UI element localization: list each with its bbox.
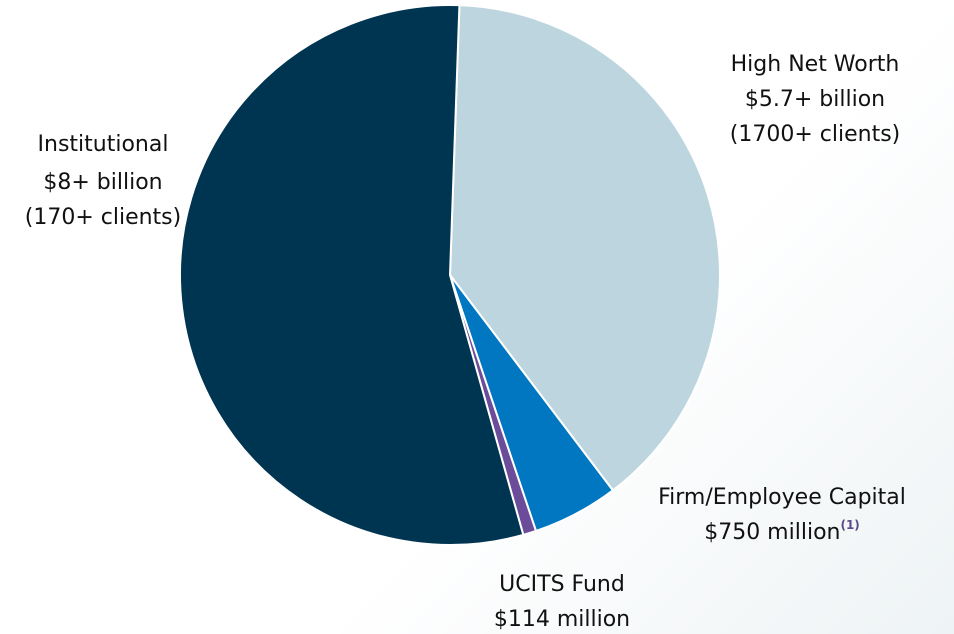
client-label: (170+ clients) [25,205,181,230]
value-label-group: $750 million(1) [704,518,860,546]
pie-slice [448,4,721,492]
value-label: $8+ billion [43,170,162,195]
pie-slice [179,4,525,546]
client-label: (1700+ clients) [730,122,900,147]
value-label: $750 million [704,520,840,545]
slice-label: UCITS Fund [499,572,625,597]
slice-label: Firm/Employee Capital [658,485,906,510]
value-label: $114 million [494,607,630,632]
slice-label: High Net Worth [731,52,900,77]
slices [179,4,721,546]
value-label: $5.7+ billion [745,87,885,112]
footnote-marker: (1) [840,518,859,532]
slice-label: Institutional [38,132,169,157]
